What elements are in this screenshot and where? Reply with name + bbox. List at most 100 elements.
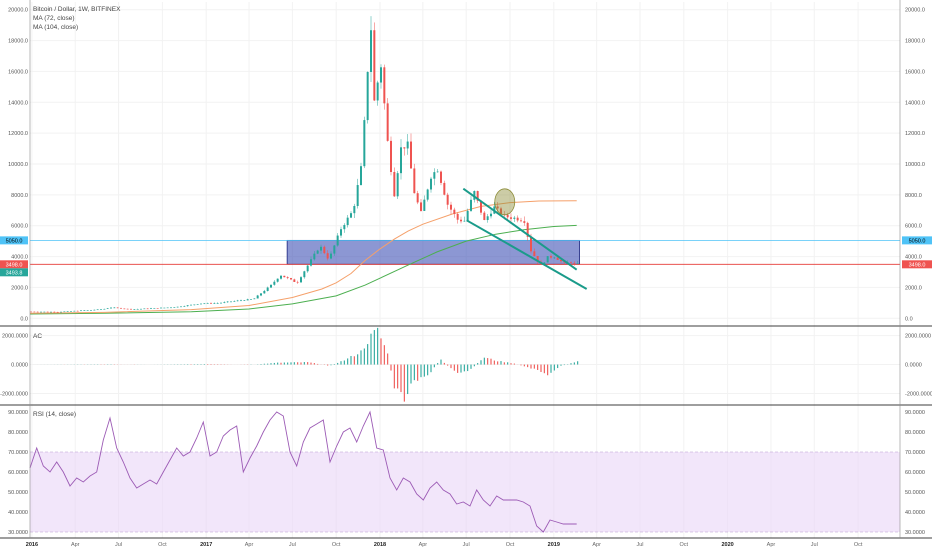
candle-body [216,303,219,304]
candle-body [103,308,106,310]
candle-body [80,310,82,312]
candle-body [246,299,249,301]
candle-body [553,257,556,259]
candle-body [500,208,502,215]
x-tick-label: Jul [115,542,122,548]
price-tick-label-left: 10000.0 [8,162,28,168]
candle-body [93,309,96,311]
x-tick-label: Jul [289,542,296,548]
candle-body [183,306,186,307]
candle-body [410,141,412,169]
candle-body [50,311,52,313]
x-tick-label: Jul [463,542,470,548]
candle-body [66,311,69,312]
candle-body [130,308,132,310]
candle-body [426,189,429,200]
rsi-tick-label-left: 90.0000 [8,410,28,416]
channel-upper-line [462,187,578,271]
candle-body [36,311,39,313]
candle-body [316,250,319,254]
candle-body [126,308,129,310]
candle-body [106,308,109,309]
candle-body [303,271,306,278]
candle-body [380,67,382,83]
candle-body [343,225,346,230]
candle-body [356,185,359,207]
candle-body [556,257,559,260]
candle-body [416,193,419,203]
candle-body [270,284,272,288]
price-tick-label-right: 6000.0 [905,224,922,230]
candle-body [306,265,309,272]
candle-body [90,310,92,311]
x-tick-label: Oct [854,542,863,548]
candle-body [110,307,112,309]
symbol-title: Bitcoin / Dollar, 1W, BITFINEX [33,6,121,13]
rsi-tick-label-left: 40.0000 [8,510,28,516]
candle-body [203,303,206,305]
candle-body [116,307,119,309]
candle-body [226,301,229,303]
candle-body [30,311,32,313]
candle-body [60,311,62,313]
candle-body [296,281,299,283]
candle-body [43,311,46,313]
price-marker-right [902,260,932,269]
candle-body [466,210,469,221]
candle-body [200,303,202,305]
price-tick-label-left: 12000.0 [8,131,28,137]
candle-body [46,311,49,313]
candle-body [123,308,126,310]
candle-body [166,307,169,309]
x-tick-label: 2017 [200,542,212,548]
candle-body [490,213,492,217]
price-tick-label-left: 8000.0 [11,193,28,199]
rsi-line [29,410,577,533]
candle-body [456,213,459,220]
candle-body [320,246,322,251]
rsi-tick-label-left: 60.0000 [8,470,28,476]
highlight-circle [494,188,516,216]
candle-body [210,303,212,304]
rsi-tick-label-right: 40.0000 [905,510,925,516]
candle-body [423,199,426,211]
price-tick-label-right: 8000.0 [905,193,922,199]
ma72-legend: MA (72, close) [33,15,75,22]
rsi-tick-label-left: 80.0000 [8,430,28,436]
x-tick-label: Apr [592,542,601,548]
price-tick-label-right: 16000.0 [905,69,925,75]
price-tick-label-left: 6000.0 [11,224,28,230]
price-marker-left-label: 3493.8 [6,271,23,277]
candle-body [266,287,269,291]
candle-body [526,222,529,237]
price-marker-right [902,236,932,245]
candle-body [256,295,259,299]
rsi-tick-label-right: 90.0000 [905,410,925,416]
price-tick-label-right: 14000.0 [905,100,925,106]
candle-body [403,147,406,149]
x-tick-label: 2019 [548,542,560,548]
price-tick-label-left: 4000.0 [11,255,28,261]
candle-body [70,311,72,312]
candle-body [560,259,562,262]
candle-body [536,256,539,262]
candle-body [350,213,352,218]
candle-body [206,303,209,304]
candle-body [240,300,242,302]
candle-body [113,307,116,309]
candle-body [273,281,276,285]
candle-body [190,304,192,306]
rsi-band [30,452,900,532]
candle-body [233,301,236,302]
candle-body [550,256,552,258]
rsi-tick-label-left: 30.0000 [8,530,28,536]
candle-body [516,217,519,221]
candle-body [173,307,176,308]
candle-body [396,173,399,197]
candle-body [486,216,489,221]
price-tick-label-right: 12000.0 [905,131,925,137]
candle-body [120,307,122,309]
candle-body [76,310,79,312]
